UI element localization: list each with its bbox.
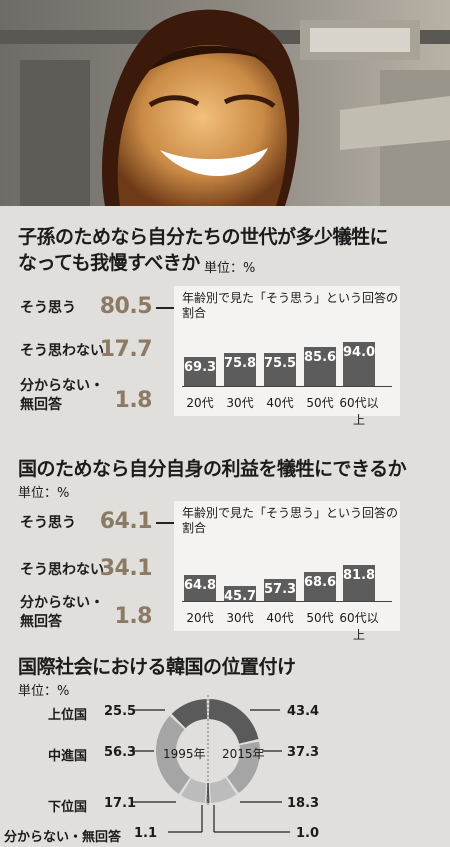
chart1-unit: 単位：% — [204, 261, 256, 276]
chart3-category-label-upper: 上位国 — [48, 708, 88, 723]
chart3-2015-value-upper: 43.4 — [287, 704, 320, 719]
chart2-age-bar-value: 81.8 — [343, 567, 376, 583]
chart1-age-bar — [184, 356, 216, 386]
chart1-age-category: 30代 — [226, 396, 254, 410]
chart3-2015-slice — [226, 741, 260, 793]
chart1-age-category: 60代以上 — [339, 396, 379, 427]
chart3-1995-value-unknown: 1.1 — [134, 826, 158, 841]
chart1-age-bar-value: 75.5 — [264, 356, 297, 372]
chart2-response-label-disagree: そう思わない — [20, 562, 104, 578]
chart1-response-label-unknown-2: 無回答 — [20, 397, 62, 413]
chart3-unit: 単位：% — [18, 684, 70, 699]
chart1-age-category: 40代 — [266, 396, 294, 410]
chart3-donut-svg — [132, 695, 290, 833]
chart2-response-label-agree: そう思う — [20, 515, 76, 531]
chart2-age-category: 30代 — [226, 611, 254, 625]
chart2-response-value-unknown: 1.8 — [114, 604, 153, 629]
chart2-age-category: 40代 — [266, 611, 294, 625]
chart3-1995-slice — [206, 782, 208, 803]
chart1-response-value-agree: 80.5 — [99, 294, 153, 319]
chart2-age-category: 60代以上 — [339, 611, 379, 642]
chart1-response-label-disagree: そう思わない — [20, 343, 104, 359]
chart2-unit: 単位：% — [18, 486, 70, 501]
chart2-response-label-unknown-2: 無回答 — [20, 614, 62, 630]
chart2-age-bar-value: 68.6 — [304, 575, 337, 591]
chart3-category-label-middle: 中進国 — [48, 749, 88, 764]
chart2-response-value-agree: 64.1 — [99, 509, 153, 534]
chart1-age-title: 年齢別で見た「そう思う」という回答の — [182, 291, 399, 305]
chart2-age-title-line2: 割合 — [182, 521, 207, 535]
chart3-2015-value-middle: 37.3 — [287, 745, 320, 760]
chart3-1995-value-upper: 25.5 — [104, 704, 137, 719]
hero-photo-illustration — [0, 0, 450, 206]
chart3-2015-slice — [209, 777, 237, 803]
chart1-age-bar — [264, 353, 296, 386]
chart1-age-bar-value: 75.8 — [224, 356, 257, 372]
chart3-category-label-lower: 下位国 — [48, 800, 88, 815]
chart2-age-baseline — [182, 601, 392, 602]
chart3-legend-2015: 2015年 — [222, 747, 265, 761]
chart1-age-category: 50代 — [306, 396, 334, 410]
chart1-age-bar-value: 85.6 — [304, 350, 337, 366]
chart3-title: 国際社会における韓国の位置付け — [18, 656, 296, 678]
chart2-age-bar — [304, 572, 336, 601]
chart3-1995-value-middle: 56.3 — [104, 745, 137, 760]
chart3-2015-value-unknown: 1.0 — [296, 826, 320, 841]
chart1-response-label-unknown: 分からない・ — [20, 378, 104, 394]
chart2-age-bar-value: 64.8 — [184, 577, 217, 593]
chart2-leader-line — [156, 522, 174, 524]
chart3-1995-value-lower: 17.1 — [104, 796, 137, 811]
chart1-response-value-disagree: 17.7 — [99, 337, 153, 362]
chart1-age-title-line2: 割合 — [182, 306, 207, 320]
chart1-age-bar-value: 69.3 — [184, 359, 217, 375]
chart2-age-bar — [224, 585, 256, 601]
chart1-title: 子孫のためなら自分たちの世代が多少犠牲に — [18, 226, 389, 248]
chart1-age-bar — [304, 347, 336, 386]
chart1-age-bar — [224, 353, 256, 386]
chart3-category-label-unknown: 分からない・無回答 — [4, 830, 122, 845]
chart1-response-value-unknown: 1.8 — [114, 388, 153, 413]
chart2-age-category: 50代 — [306, 611, 334, 625]
chart2-response-label-unknown: 分からない・ — [20, 595, 104, 611]
chart2-age-category: 20代 — [186, 611, 214, 625]
chart3-1995-slice — [181, 778, 207, 803]
chart2-title: 国のためなら自分自身の利益を犠牲にできるか — [18, 458, 407, 480]
chart2-age-bar — [264, 578, 296, 601]
chart3-2015-value-lower: 18.3 — [287, 796, 320, 811]
chart1-leader-line — [156, 307, 174, 309]
chart1-response-label-agree: そう思う — [20, 300, 76, 316]
chart3-1995-slice — [171, 699, 208, 729]
chart2-age-title: 年齢別で見た「そう思う」という回答の — [182, 506, 399, 520]
chart2-age-bar — [184, 574, 216, 601]
chart2-response-value-disagree: 34.1 — [99, 556, 153, 581]
chart1-age-category: 20代 — [186, 396, 214, 410]
chart2-age-bar-value: 45.7 — [224, 588, 257, 604]
chart2-age-bar — [343, 564, 375, 601]
chart1-age-bar — [343, 342, 375, 386]
chart2-age-bar-value: 57.3 — [264, 581, 297, 597]
chart3-2015-slice — [208, 699, 259, 744]
chart3-legend-1995: 1995年 — [163, 747, 206, 761]
chart1-title-line2: なっても我慢すべきか — [18, 252, 200, 274]
chart1-age-bar-value: 94.0 — [343, 345, 376, 361]
chart1-age-baseline — [182, 386, 392, 387]
chart3-1995-slice — [156, 715, 190, 794]
